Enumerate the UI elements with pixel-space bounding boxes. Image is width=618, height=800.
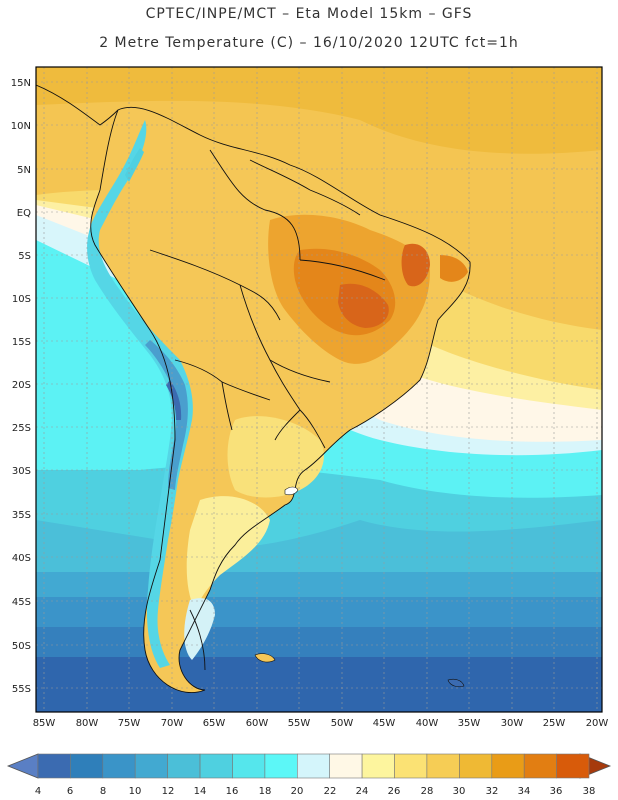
legend-swatch — [491, 753, 525, 779]
legend-swatch — [556, 753, 590, 779]
temperature-field — [36, 67, 602, 712]
lat-label: 10S — [12, 294, 31, 305]
lat-label: 25S — [12, 423, 31, 434]
legend-label: 30 — [453, 786, 466, 797]
lat-label: 50S — [12, 641, 31, 652]
lat-label: 40S — [12, 553, 31, 564]
lon-label: 30W — [501, 718, 524, 729]
legend-swatch — [167, 753, 201, 779]
legend-swatch — [70, 753, 104, 779]
legend-arrow-left — [6, 753, 39, 779]
lon-label: 35W — [458, 718, 481, 729]
legend-label: 34 — [518, 786, 531, 797]
legend-label: 28 — [421, 786, 434, 797]
legend-swatch — [134, 753, 168, 779]
lon-label: 25W — [543, 718, 566, 729]
map-frame — [35, 66, 603, 713]
lon-label: 65W — [203, 718, 226, 729]
legend-label: 8 — [100, 786, 106, 797]
longitude-labels: 85W 80W 75W 70W 65W 60W 55W 50W 45W 40W … — [33, 718, 609, 729]
lat-label: EQ — [17, 208, 31, 219]
legend-swatch — [232, 753, 266, 779]
lon-label: 85W — [33, 718, 56, 729]
legend-swatch — [264, 753, 298, 779]
lon-label: 40W — [416, 718, 439, 729]
legend-swatch — [102, 753, 136, 779]
map-title-line2: 2 Metre Temperature (C) – 16/10/2020 12U… — [99, 35, 519, 51]
coastlines-borders — [36, 84, 471, 694]
legend-label: 10 — [129, 786, 142, 797]
legend-swatch — [523, 753, 557, 779]
lon-label: 45W — [373, 718, 396, 729]
lat-label: 30S — [12, 466, 31, 477]
lat-label: 10N — [11, 121, 31, 132]
legend-swatch — [361, 753, 395, 779]
legend-label: 26 — [388, 786, 401, 797]
legend-label: 16 — [226, 786, 239, 797]
legend-label: 22 — [324, 786, 337, 797]
lat-label: 5S — [18, 251, 31, 262]
legend-label: 14 — [194, 786, 207, 797]
legend-swatch — [426, 753, 460, 779]
lat-label: 15S — [12, 337, 31, 348]
legend-swatch — [37, 753, 71, 779]
legend-swatch — [394, 753, 428, 779]
lon-label: 80W — [76, 718, 99, 729]
lon-label: 60W — [246, 718, 269, 729]
lat-label: 45S — [12, 597, 31, 608]
legend-swatch — [329, 753, 363, 779]
legend-label: 36 — [550, 786, 563, 797]
color-legend: 4 6 8 10 12 14 16 18 20 22 24 26 28 30 3… — [6, 753, 612, 797]
lat-label: 15N — [11, 78, 31, 89]
lon-label: 55W — [288, 718, 311, 729]
lon-label: 20W — [586, 718, 609, 729]
lon-label: 50W — [331, 718, 354, 729]
legend-label: 4 — [35, 786, 41, 797]
map-title-line1: CPTEC/INPE/MCT – Eta Model 15km – GFS — [145, 6, 473, 22]
graticule — [36, 67, 602, 712]
lat-label: 5N — [17, 165, 31, 176]
legend-swatch — [459, 753, 493, 779]
legend-label: 18 — [259, 786, 272, 797]
lat-label: 35S — [12, 510, 31, 521]
lat-label: 55S — [12, 684, 31, 695]
legend-label: 20 — [291, 786, 304, 797]
legend-swatch — [199, 753, 233, 779]
legend-label: 12 — [162, 786, 175, 797]
lat-label: 20S — [12, 380, 31, 391]
legend-label: 24 — [356, 786, 369, 797]
legend-label: 32 — [486, 786, 499, 797]
legend-label: 6 — [67, 786, 73, 797]
legend-swatch — [296, 753, 330, 779]
latitude-labels: 15N 10N 5N EQ 5S 10S 15S 20S 25S 30S 35S… — [11, 78, 31, 695]
legend-label: 38 — [583, 786, 596, 797]
lon-label: 70W — [161, 718, 184, 729]
lon-label: 75W — [118, 718, 141, 729]
